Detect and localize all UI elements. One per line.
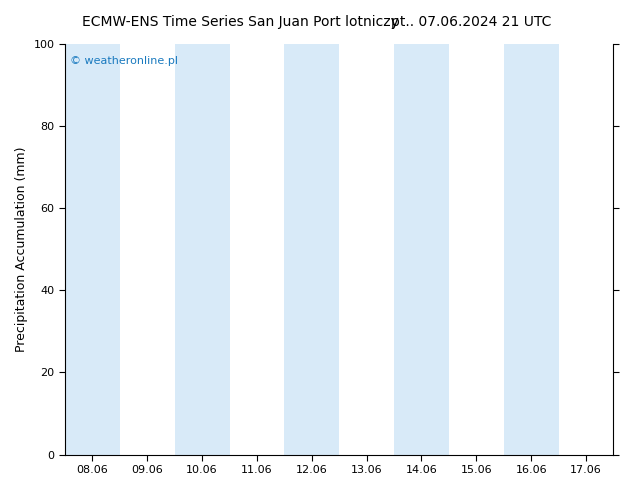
Bar [504, 44, 559, 455]
Text: ECMW-ENS Time Series San Juan Port lotniczy: ECMW-ENS Time Series San Juan Port lotni… [82, 15, 399, 29]
Bar [285, 44, 339, 455]
Text: © weatheronline.pl: © weatheronline.pl [70, 56, 178, 66]
Bar [394, 44, 449, 455]
Y-axis label: Precipitation Accumulation (mm): Precipitation Accumulation (mm) [15, 147, 28, 352]
Bar [174, 44, 230, 455]
Text: pt.. 07.06.2024 21 UTC: pt.. 07.06.2024 21 UTC [391, 15, 552, 29]
Bar [65, 44, 120, 455]
